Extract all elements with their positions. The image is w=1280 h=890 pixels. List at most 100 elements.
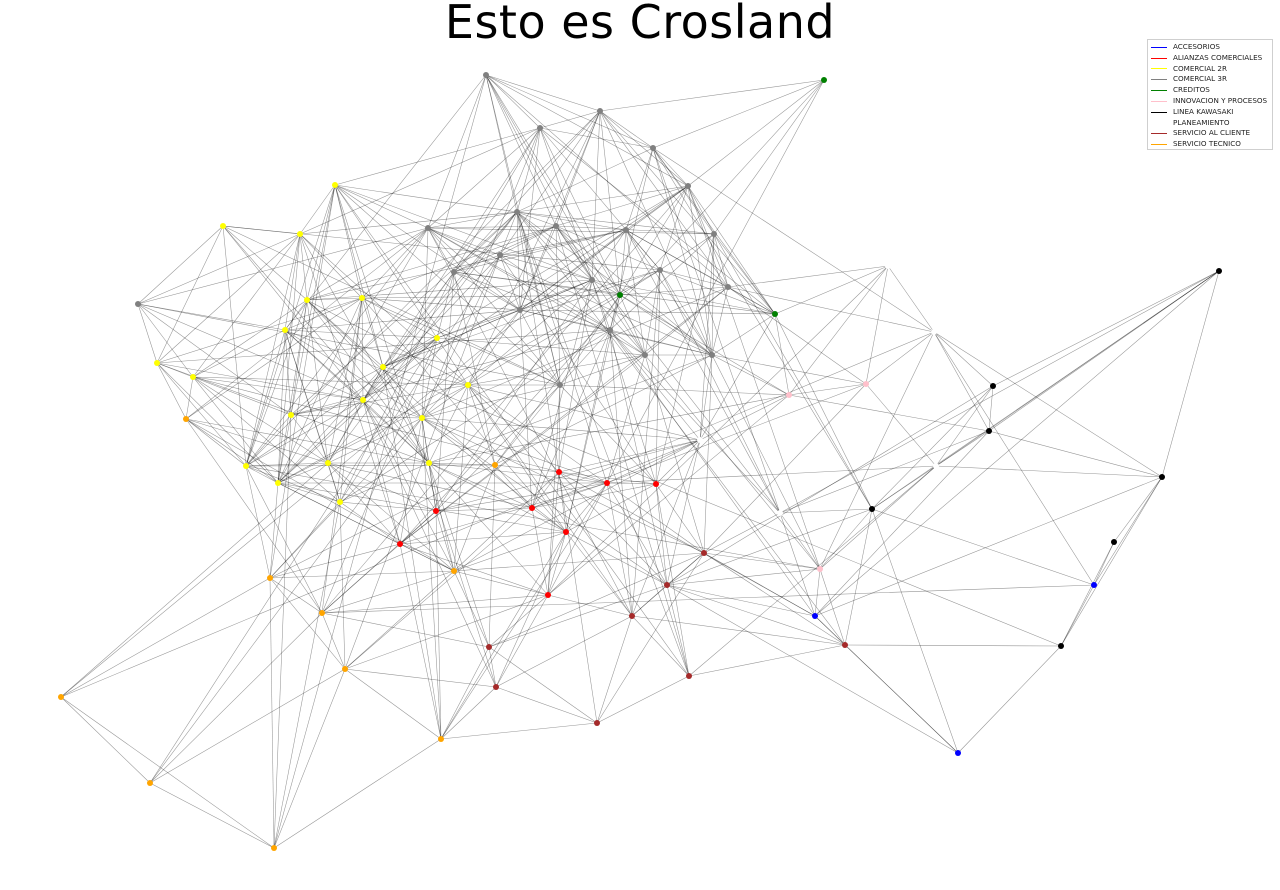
graph-edge <box>467 294 621 386</box>
graph-edge <box>655 269 661 485</box>
node-comercial-3r <box>607 327 613 333</box>
graph-edge <box>516 127 541 213</box>
graph-edge <box>382 366 423 419</box>
graph-edge <box>519 269 661 311</box>
graph-edge <box>644 354 821 570</box>
graph-edge <box>819 465 937 570</box>
graph-edge <box>1060 541 1115 647</box>
graph-edge <box>273 74 487 849</box>
graph-edge <box>609 329 701 441</box>
graph-edge <box>499 254 657 485</box>
graph-edge <box>362 337 438 401</box>
graph-edge <box>306 184 336 301</box>
node-planeamiento <box>931 329 937 335</box>
graph-edge <box>666 584 846 646</box>
graph-edge <box>933 331 990 432</box>
graph-edge <box>565 329 611 533</box>
graph-edge <box>606 439 701 484</box>
graph-edge <box>273 414 292 849</box>
graph-edge <box>558 471 608 484</box>
graph-edge <box>516 211 593 281</box>
graph-edge <box>192 376 279 484</box>
graph-edge <box>539 127 621 296</box>
legend-label: COMERCIAL 2R <box>1173 63 1227 73</box>
node-comercial-2r <box>359 295 365 301</box>
graph-edge <box>555 185 689 227</box>
graph-edge <box>488 646 497 688</box>
graph-edge <box>703 354 713 554</box>
graph-edge <box>361 225 557 299</box>
graph-edge <box>988 430 1163 478</box>
graph-edge <box>362 399 401 545</box>
graph-edge <box>609 329 633 617</box>
graph-edge <box>306 297 363 301</box>
graph-edge <box>382 309 521 368</box>
graph-edge <box>485 74 593 281</box>
graph-edge <box>558 471 816 617</box>
graph-edge <box>428 462 455 572</box>
node-comercial-2r <box>332 182 338 188</box>
graph-edge <box>273 501 341 849</box>
graph-edge <box>531 329 611 509</box>
graph-edge <box>555 110 601 227</box>
graph-edge <box>871 465 937 510</box>
graph-edge <box>631 439 701 617</box>
legend-label: SERVICIO AL CLIENTE <box>1173 128 1251 138</box>
legend-item: ACCESORIOS <box>1151 42 1269 53</box>
graph-edge <box>192 376 469 386</box>
graph-edge <box>185 418 247 467</box>
node-servicio-al-cliente <box>486 644 492 650</box>
graph-edge <box>269 577 346 670</box>
graph-edge <box>453 110 601 273</box>
graph-edge <box>327 462 437 512</box>
graph-edge <box>609 329 781 514</box>
graph-edge <box>269 501 341 579</box>
graph-edge <box>299 233 469 386</box>
legend-label: SERVICIO TECNICO <box>1173 139 1241 149</box>
graph-edge <box>321 185 689 614</box>
node-linea-kawasaki <box>869 506 875 512</box>
graph-edge <box>519 279 593 311</box>
graph-edge <box>499 229 627 256</box>
graph-edge <box>555 225 621 296</box>
graph-edge <box>299 127 541 235</box>
graph-edge <box>488 464 496 648</box>
graph-edge <box>284 309 521 331</box>
graph-edge <box>427 227 715 235</box>
node-comercial-3r <box>553 223 559 229</box>
graph-edge <box>519 185 689 311</box>
graph-edge <box>516 211 713 356</box>
legend-label: ACCESORIOS <box>1173 42 1220 51</box>
graph-edge <box>606 79 825 484</box>
graph-edge <box>609 147 654 331</box>
graph-edge <box>539 110 601 129</box>
graph-edge <box>539 127 661 271</box>
graph-edge <box>558 439 701 473</box>
graph-edge <box>327 462 455 572</box>
graph-edge <box>703 552 821 570</box>
graph-edge <box>467 309 521 386</box>
graph-edge <box>516 147 654 213</box>
graph-edge <box>499 211 518 256</box>
graph-edge <box>427 74 487 229</box>
graph-edge <box>711 286 729 356</box>
graph-edge <box>421 227 429 419</box>
graph-edge <box>453 229 627 273</box>
graph-edge <box>485 74 729 288</box>
graph-edge <box>957 645 1062 754</box>
graph-edge <box>625 229 713 356</box>
graph-edge <box>421 417 430 464</box>
node-servicio-tecnico <box>342 666 348 672</box>
graph-edge <box>565 531 668 586</box>
graph-edge <box>60 229 627 698</box>
graph-edge <box>625 229 646 356</box>
graph-edge <box>539 127 776 315</box>
graph-edge <box>149 782 275 849</box>
legend-item: LINEA KAWASAKI <box>1151 107 1269 118</box>
graph-edge <box>516 185 689 213</box>
graph-edge <box>277 414 292 484</box>
graph-edge <box>399 543 442 740</box>
graph-edge <box>284 297 363 331</box>
graph-edge <box>339 501 346 670</box>
graph-edge <box>192 329 286 378</box>
